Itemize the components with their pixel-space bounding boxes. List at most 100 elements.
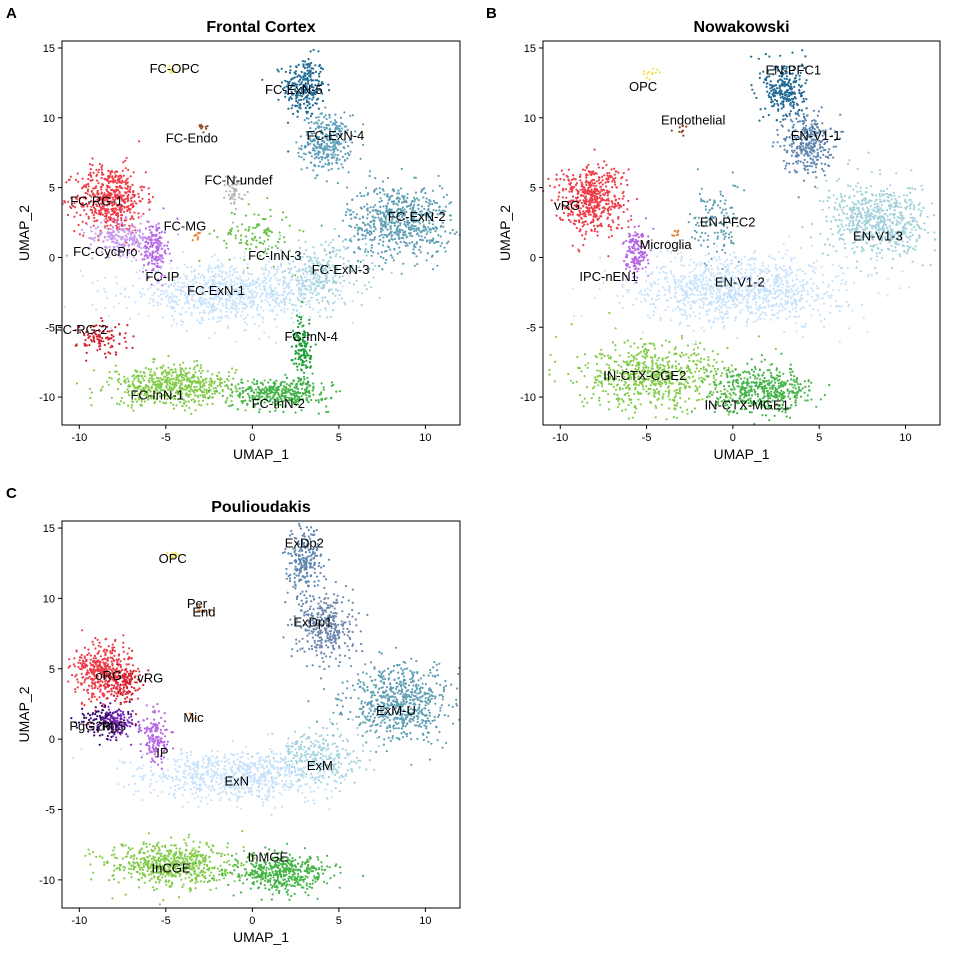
data-point bbox=[295, 97, 298, 100]
data-point bbox=[240, 241, 243, 244]
data-point bbox=[293, 265, 297, 268]
data-point bbox=[325, 410, 328, 414]
data-point bbox=[347, 171, 350, 174]
data-point bbox=[237, 196, 240, 199]
data-point bbox=[406, 244, 409, 247]
data-point bbox=[218, 300, 221, 303]
data-point bbox=[414, 225, 417, 228]
data-point bbox=[363, 284, 366, 287]
data-point bbox=[413, 227, 416, 230]
data-point bbox=[280, 389, 283, 393]
data-point bbox=[107, 342, 110, 345]
data-point bbox=[308, 316, 312, 319]
data-point bbox=[447, 240, 450, 243]
data-point bbox=[310, 67, 313, 70]
data-point bbox=[135, 370, 139, 373]
data-point bbox=[343, 159, 346, 162]
data-point bbox=[420, 190, 423, 193]
data-point bbox=[128, 224, 131, 227]
data-point bbox=[258, 285, 261, 288]
data-point bbox=[287, 389, 290, 392]
data-point bbox=[281, 392, 284, 395]
data-point bbox=[409, 228, 412, 231]
data-point bbox=[429, 231, 432, 234]
data-point bbox=[759, 108, 762, 111]
y-axis-title: UMAP_2 bbox=[16, 205, 32, 261]
data-point bbox=[111, 345, 114, 348]
data-point bbox=[311, 389, 314, 392]
data-point bbox=[238, 392, 242, 395]
data-point bbox=[140, 374, 143, 377]
data-point bbox=[203, 279, 206, 282]
data-point bbox=[307, 143, 310, 147]
data-point bbox=[262, 273, 265, 276]
data-point bbox=[300, 168, 303, 171]
data-point bbox=[184, 367, 187, 370]
data-point bbox=[360, 292, 363, 295]
data-point bbox=[128, 239, 131, 242]
data-point bbox=[124, 391, 127, 394]
data-point bbox=[92, 369, 95, 372]
data-point bbox=[104, 307, 107, 310]
data-point bbox=[85, 213, 88, 216]
data-point bbox=[296, 296, 299, 299]
data-point bbox=[227, 194, 231, 197]
data-point bbox=[130, 404, 133, 407]
data-point bbox=[82, 234, 85, 237]
data-point bbox=[321, 299, 324, 302]
data-point bbox=[109, 213, 113, 216]
data-point bbox=[376, 192, 379, 196]
data-point bbox=[299, 94, 302, 97]
data-point bbox=[312, 86, 315, 89]
data-point bbox=[383, 233, 386, 236]
data-point bbox=[330, 381, 334, 384]
data-point bbox=[337, 235, 341, 238]
data-point bbox=[94, 227, 97, 230]
data-point bbox=[321, 147, 325, 150]
data-point bbox=[310, 83, 313, 86]
data-point bbox=[246, 313, 249, 316]
data-point bbox=[232, 298, 235, 302]
data-point bbox=[127, 232, 130, 235]
data-point bbox=[125, 179, 128, 182]
data-point bbox=[321, 99, 324, 103]
data-point bbox=[346, 203, 349, 206]
data-point bbox=[401, 194, 404, 197]
data-point bbox=[323, 128, 326, 131]
data-point bbox=[124, 159, 127, 162]
data-point bbox=[762, 115, 765, 119]
data-point bbox=[97, 236, 100, 239]
data-point bbox=[76, 172, 79, 175]
data-point bbox=[271, 386, 274, 389]
data-point bbox=[241, 391, 245, 394]
data-point bbox=[417, 203, 420, 206]
data-point bbox=[149, 370, 152, 373]
y-tick-label: 15 bbox=[43, 43, 55, 55]
data-point bbox=[305, 100, 308, 104]
data-point bbox=[157, 222, 160, 225]
data-point bbox=[109, 346, 112, 349]
data-point bbox=[190, 314, 193, 317]
data-point bbox=[157, 258, 160, 261]
data-point bbox=[753, 92, 756, 95]
data-point bbox=[134, 231, 138, 235]
x-tick-label: -10 bbox=[71, 432, 87, 444]
data-point bbox=[141, 232, 144, 236]
data-point bbox=[304, 293, 307, 296]
data-point bbox=[228, 231, 232, 234]
data-point bbox=[165, 372, 168, 375]
data-point bbox=[289, 291, 293, 294]
data-point bbox=[188, 371, 191, 374]
data-point bbox=[322, 150, 325, 153]
data-point bbox=[202, 395, 205, 398]
data-point bbox=[310, 296, 313, 299]
x-tick-label: -5 bbox=[161, 432, 171, 444]
data-point bbox=[303, 66, 306, 70]
data-point bbox=[186, 298, 189, 301]
data-point bbox=[171, 314, 174, 318]
data-point bbox=[149, 297, 152, 300]
data-point bbox=[115, 174, 118, 177]
data-point bbox=[287, 292, 290, 295]
data-point bbox=[255, 292, 258, 295]
data-point bbox=[91, 304, 94, 307]
